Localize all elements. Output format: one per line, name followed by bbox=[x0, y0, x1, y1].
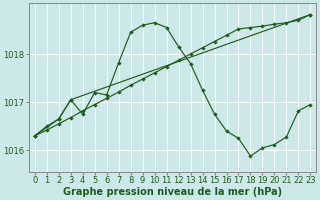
X-axis label: Graphe pression niveau de la mer (hPa): Graphe pression niveau de la mer (hPa) bbox=[63, 187, 282, 197]
